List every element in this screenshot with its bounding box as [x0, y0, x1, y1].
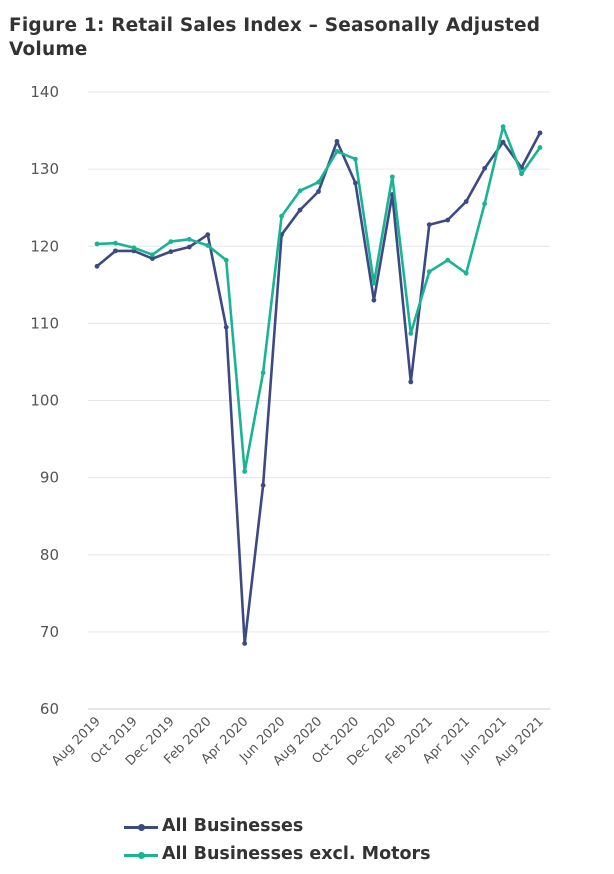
data-point-all-businesses-jan-2021[interactable] — [408, 379, 414, 385]
data-point-all-businesses-excl-motors-jun-2020[interactable] — [279, 213, 284, 219]
legend-item-all-businesses[interactable]: All Businesses — [118, 812, 598, 840]
data-point-all-businesses-aug-2021[interactable] — [537, 130, 543, 136]
data-point-all-businesses-excl-motors-oct-2020[interactable] — [353, 156, 358, 162]
y-axis-ticks: 140 130 120 110 100 90 80 70 60 — [30, 83, 59, 718]
y-tick-label-120: 120 — [30, 237, 59, 255]
data-point-all-businesses-nov-2019[interactable] — [149, 256, 155, 261]
data-point-all-businesses-jun-2021[interactable] — [500, 139, 506, 145]
y-tick-label-80: 80 — [40, 546, 59, 564]
series-all-businesses-excl-motors — [94, 124, 543, 474]
y-tick-label-70: 70 — [40, 623, 59, 641]
data-point-all-businesses-aug-2019[interactable] — [94, 263, 100, 269]
data-point-all-businesses-excl-motors-apr-2020[interactable] — [242, 469, 248, 474]
data-point-all-businesses-feb-2021[interactable] — [426, 222, 432, 228]
y-tick-label-130: 130 — [30, 160, 59, 178]
legend-label-all-businesses: All Businesses — [162, 816, 304, 836]
data-point-all-businesses-excl-motors-aug-2021[interactable] — [537, 145, 543, 150]
legend-item-excl-motors[interactable]: All Businesses excl. Motors — [118, 840, 598, 868]
data-point-all-businesses-excl-motors-apr-2021[interactable] — [463, 270, 469, 276]
chart-title: Figure 1: Retail Sales Index – Seasonall… — [9, 15, 541, 60]
data-point-all-businesses-mar-2020[interactable] — [223, 324, 229, 330]
series-line-all-businesses — [95, 131, 542, 645]
data-point-all-businesses-jan-2020[interactable] — [186, 244, 192, 250]
data-point-all-businesses-excl-motors-mar-2020[interactable] — [223, 257, 229, 263]
data-point-all-businesses-excl-motors-may-2021[interactable] — [482, 201, 488, 207]
data-point-all-businesses-excl-motors-may-2020[interactable] — [260, 370, 266, 376]
y-tick-label-60: 60 — [40, 700, 59, 718]
data-point-all-businesses-excl-motors-nov-2019[interactable] — [149, 252, 155, 258]
series-lines — [94, 124, 543, 646]
data-point-all-businesses-may-2020[interactable] — [260, 482, 266, 488]
data-point-all-businesses-excl-motors-jan-2021[interactable] — [408, 331, 414, 336]
series-all-businesses — [94, 130, 543, 646]
data-point-all-businesses-excl-motors-jul-2021[interactable] — [519, 171, 524, 177]
data-point-all-businesses-excl-motors-dec-2019[interactable] — [168, 239, 174, 245]
y-tick-label-110: 110 — [30, 314, 59, 332]
y-tick-label-100: 100 — [30, 392, 59, 410]
data-point-all-businesses-dec-2019[interactable] — [168, 249, 174, 255]
data-point-all-businesses-excl-motors-jul-2020[interactable] — [297, 188, 303, 194]
data-point-all-businesses-excl-motors-nov-2020[interactable] — [371, 280, 377, 286]
data-point-all-businesses-excl-motors-dec-2020[interactable] — [389, 174, 395, 180]
data-point-all-businesses-mar-2021[interactable] — [445, 217, 451, 223]
data-point-all-businesses-nov-2020[interactable] — [371, 297, 377, 303]
data-point-all-businesses-excl-motors-jun-2021[interactable] — [500, 124, 506, 130]
data-point-all-businesses-oct-2020[interactable] — [353, 180, 358, 186]
legend-label-excl-motors: All Businesses excl. Motors — [162, 844, 431, 864]
data-point-all-businesses-sep-2020[interactable] — [334, 138, 340, 144]
data-point-all-businesses-excl-motors-feb-2020[interactable] — [205, 243, 211, 248]
legend: All Businesses All Businesses excl. Moto… — [118, 812, 598, 868]
y-tick-label-90: 90 — [40, 469, 59, 487]
data-point-all-businesses-aug-2020[interactable] — [316, 189, 321, 194]
series-line-all-businesses-excl-motors — [95, 125, 542, 473]
data-point-all-businesses-may-2021[interactable] — [482, 165, 488, 171]
data-point-all-businesses-sep-2019[interactable] — [113, 248, 118, 254]
y-tick-label-140: 140 — [30, 83, 59, 101]
data-point-all-businesses-jul-2020[interactable] — [297, 207, 303, 213]
data-point-all-businesses-excl-motors-jan-2020[interactable] — [186, 236, 192, 242]
legend-marker-all-businesses — [138, 824, 145, 831]
data-point-all-businesses-feb-2020[interactable] — [205, 232, 211, 238]
data-point-all-businesses-excl-motors-mar-2021[interactable] — [445, 257, 451, 263]
legend-marker-excl-motors — [138, 852, 145, 859]
data-point-all-businesses-apr-2021[interactable] — [463, 199, 469, 204]
data-point-all-businesses-excl-motors-oct-2019[interactable] — [131, 245, 137, 251]
data-point-all-businesses-excl-motors-aug-2019[interactable] — [94, 241, 100, 247]
data-point-all-businesses-excl-motors-sep-2019[interactable] — [113, 240, 118, 246]
data-point-all-businesses-excl-motors-sep-2020[interactable] — [334, 148, 340, 154]
data-point-all-businesses-excl-motors-aug-2020[interactable] — [316, 179, 321, 185]
data-point-all-businesses-apr-2020[interactable] — [242, 641, 248, 646]
data-point-all-businesses-excl-motors-feb-2021[interactable] — [426, 269, 432, 275]
